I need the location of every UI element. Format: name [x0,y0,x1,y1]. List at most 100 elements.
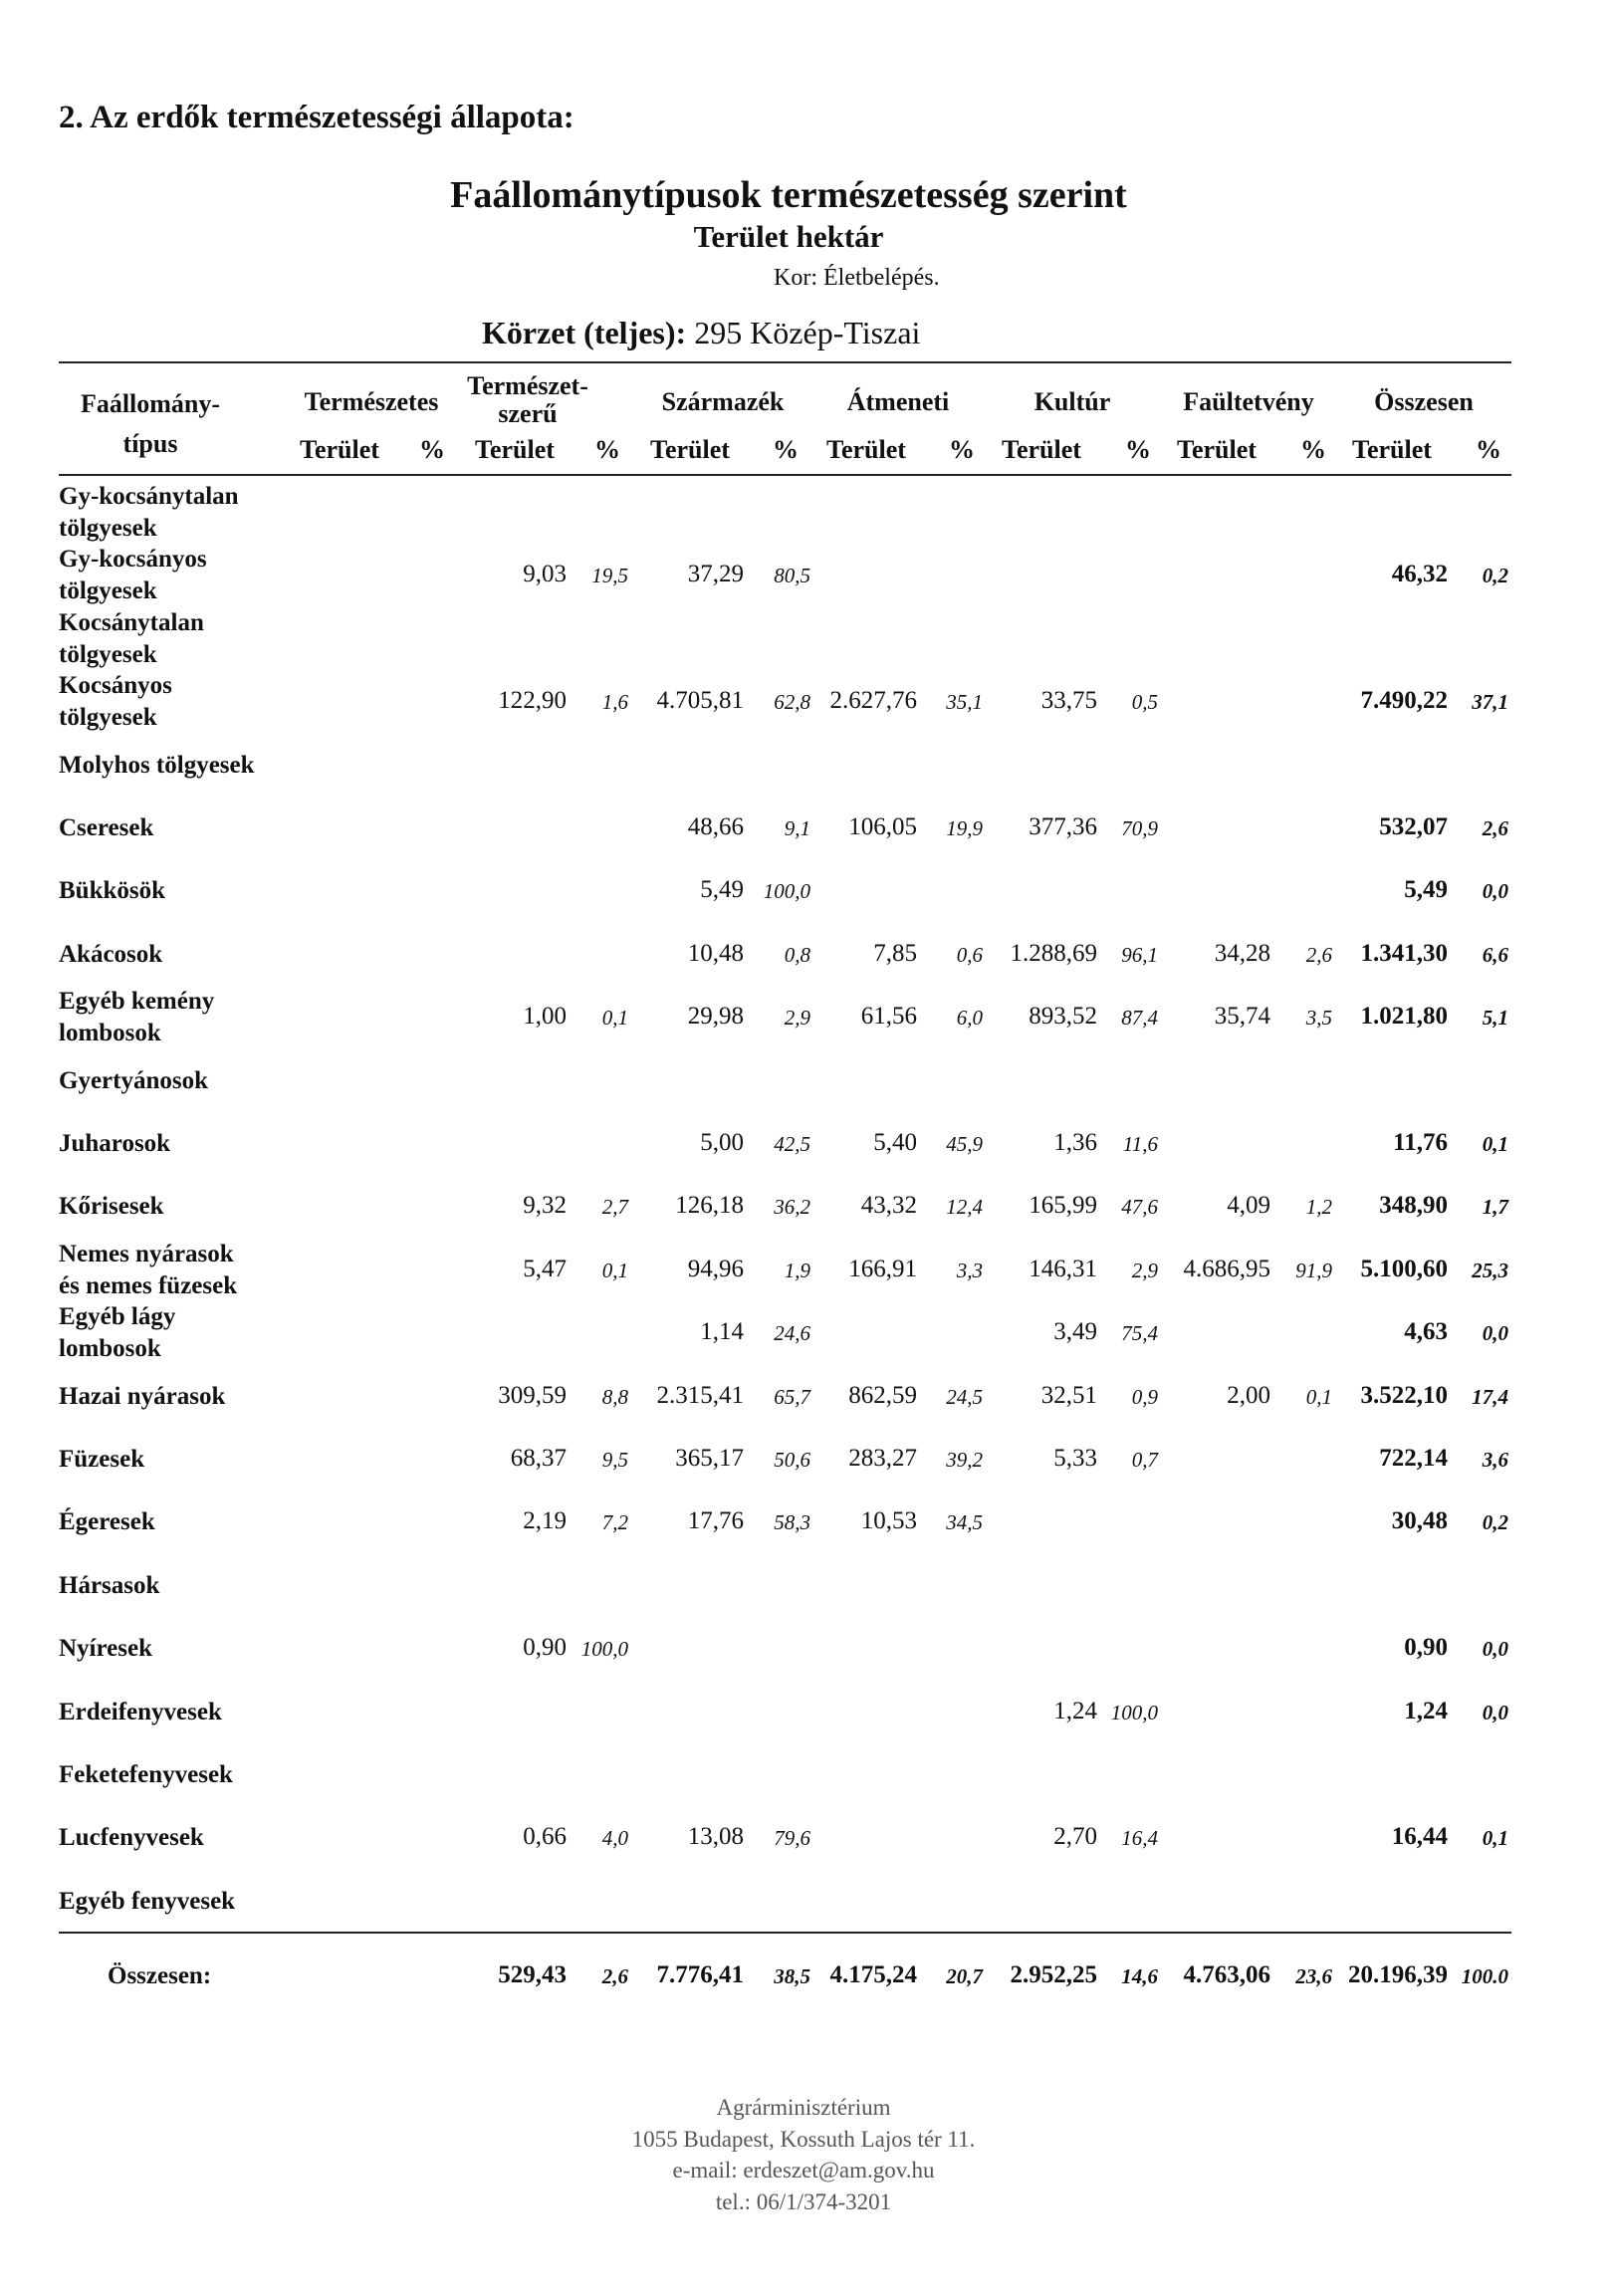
cell-percent: 100.0 [1461,1964,1508,1988]
cell-percent: 0,0 [1482,1700,1508,1724]
cell-percent: 23,6 [1295,1964,1332,1988]
cell-percent: 1,6 [601,690,628,715]
cell-area: 2.952,25 [1010,1961,1098,1988]
cell-area: 4,09 [1227,1192,1270,1220]
cell-area: 532,07 [1379,813,1448,840]
cell-percent: 24,5 [946,1384,983,1409]
subheader-percent: % [1476,435,1501,464]
cell-percent: 9,5 [601,1448,628,1472]
cell-percent: 0,9 [1131,1384,1158,1409]
cell-area: 94,96 [687,1255,744,1282]
cell-percent: 11,6 [1122,1132,1158,1156]
row-label: Feketefenyvesek [59,1761,233,1788]
row-label: Gy-kocsányos tölgyesek [59,546,207,605]
cell-percent: 2,9 [1131,1258,1158,1282]
cell-percent: 62,8 [774,690,810,715]
district-label: Körzet (teljes): [482,315,687,350]
row-label: Füzesek [59,1446,145,1473]
cell-percent: 20,7 [946,1964,983,1988]
cell-area: 7.776,41 [656,1961,745,1988]
footer-line: 1055 Budapest, Kossuth Lajos tér 11. [631,2126,976,2152]
cell-area: 365,17 [675,1445,744,1472]
cell-percent: 34,5 [946,1510,983,1535]
cell-area: 2.627,76 [829,687,918,715]
cell-area: 20.196,39 [1348,1961,1448,1988]
cell-percent: 1,9 [784,1258,810,1282]
cell-percent: 14,6 [1121,1964,1158,1988]
cell-percent: 0,8 [784,942,810,967]
cell-area: 43,32 [860,1192,917,1220]
cell-percent: 36,2 [774,1195,810,1220]
footer-line: tel.: 06/1/374-3201 [715,2188,892,2214]
cell-area: 2.315,41 [656,1381,745,1409]
cell-percent: 19,5 [591,564,628,588]
row-label: Egyéb kemény lombosok [59,988,215,1047]
cell-area: 17,76 [687,1507,744,1535]
cell-percent: 8,8 [601,1384,628,1409]
cell-area: 126,18 [675,1192,744,1220]
total-label: Összesen: [108,1962,212,1989]
cell-area: 5,47 [523,1255,567,1282]
cell-percent: 80,5 [774,564,810,588]
subheader-percent: % [1125,435,1151,464]
column-group-header: Átmeneti [846,387,950,416]
table-bottom-rule [59,1932,1511,1934]
cell-area: 0,90 [523,1634,567,1662]
subheader-area: Terület [475,435,555,464]
cell-percent: 2,9 [784,1006,810,1031]
cell-area: 3,49 [1053,1318,1097,1346]
cell-area: 7,85 [873,939,917,967]
cell-area: 48,66 [687,813,744,840]
cell-percent: 6,0 [956,1006,983,1031]
cell-percent: 1,2 [1305,1195,1332,1220]
cell-percent: 38,5 [774,1964,810,1988]
cell-percent: 75,4 [1121,1321,1158,1346]
cell-area: 3.522,10 [1360,1381,1449,1409]
cell-area: 1.288,69 [1010,939,1098,967]
row-label: Gyertyánosok [59,1066,208,1094]
cell-percent: 0,5 [1131,690,1158,715]
column-group-header: Összesen [1374,387,1474,416]
row-label: Bükkösök [59,877,166,905]
cell-area: 1,14 [700,1318,744,1346]
cell-percent: 100,0 [580,1637,628,1662]
cell-percent: 0,0 [1482,1321,1508,1346]
cell-area: 348,90 [1379,1192,1448,1220]
cell-area: 35,74 [1214,1003,1270,1031]
cell-area: 4.686,95 [1183,1255,1271,1282]
cell-percent: 0,1 [1482,1826,1508,1851]
cell-area: 5,40 [873,1129,917,1156]
row-label: Gy-kocsánytalan tölgyesek [59,483,239,542]
cell-area: 16,44 [1391,1823,1448,1851]
district-line: Körzet (teljes): 295 Közép-Tiszai [482,315,920,351]
cell-area: 61,56 [860,1003,917,1031]
cell-percent: 2,6 [1305,942,1332,967]
subheader-percent: % [594,435,620,464]
cell-area: 1,00 [523,1003,567,1031]
subheader-percent: % [773,435,799,464]
cell-percent: 25,3 [1472,1258,1508,1282]
cell-area: 166,91 [848,1255,917,1282]
column-group-header: Származék [661,387,785,416]
cell-area: 283,27 [848,1445,917,1472]
cell-area: 722,14 [1379,1445,1448,1472]
cell-percent: 87,4 [1121,1006,1158,1031]
table-top-rule [59,361,1511,363]
subheader-area: Terület [1002,435,1081,464]
row-label: Hársasok [59,1571,160,1599]
cell-percent: 0,1 [1305,1384,1332,1409]
row-label: Kocsányos tölgyesek [59,672,172,732]
cell-percent: 3,3 [956,1258,983,1282]
row-label: Akácosok [59,940,163,968]
cell-area: 5,33 [1053,1445,1097,1472]
cell-area: 309,59 [498,1381,567,1409]
cell-area: 68,37 [510,1445,567,1472]
cell-area: 2,70 [1053,1823,1097,1851]
cell-percent: 91,9 [1295,1258,1332,1282]
cell-area: 0,90 [1404,1634,1448,1662]
page-subtitle: Terület hektár [693,219,884,254]
cell-area: 10,48 [687,939,744,967]
age-note: Kor: Életbelépés. [774,265,940,291]
row-label: Cseresek [59,814,154,841]
row-label: Kocsánytalan tölgyesek [59,608,204,668]
